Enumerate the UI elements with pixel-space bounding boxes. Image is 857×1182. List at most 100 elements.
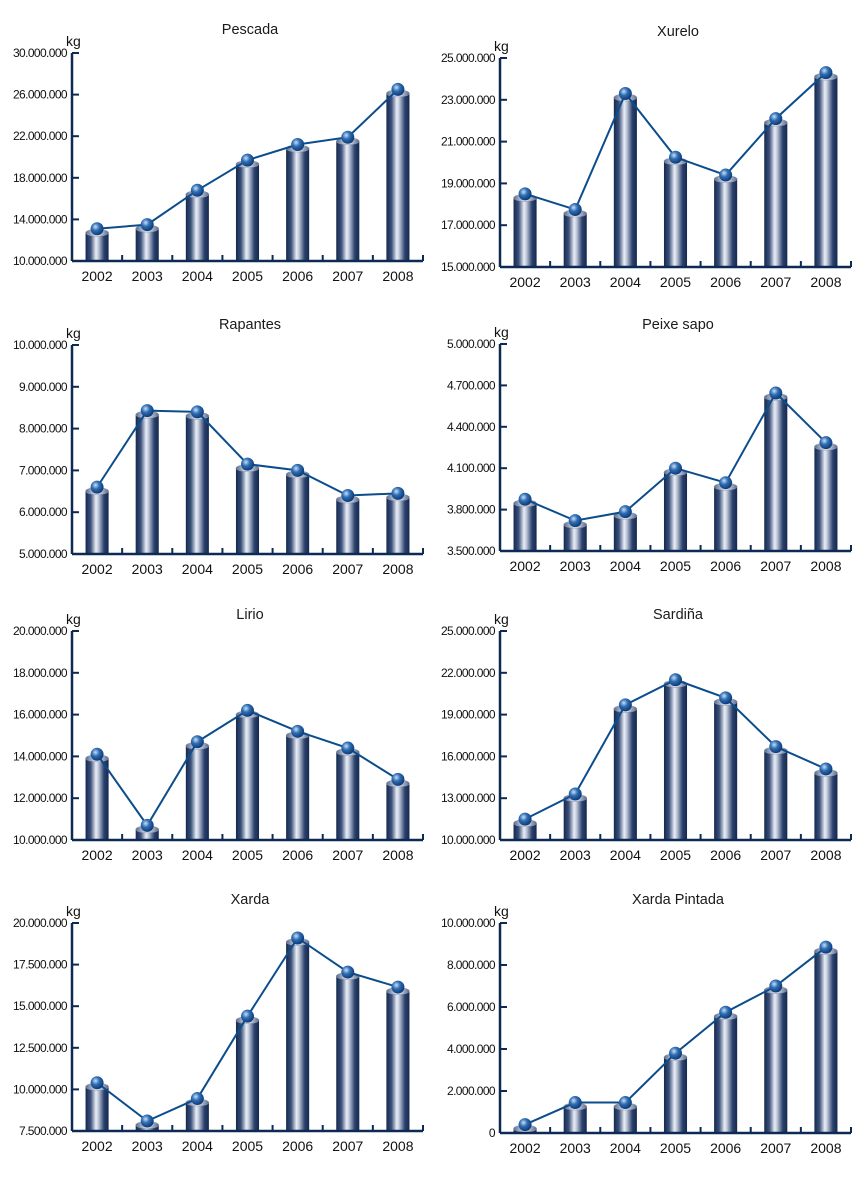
data-point-2003 — [568, 1096, 582, 1110]
x-tick-label: 2006 — [282, 561, 313, 577]
bar-2008 — [386, 89, 410, 262]
data-point-2006 — [719, 691, 733, 705]
y-axis-unit: kg — [494, 611, 509, 627]
y-axis-unit: kg — [66, 33, 81, 49]
y-tick-label: 0 — [489, 1126, 496, 1140]
data-point-2003 — [140, 218, 154, 232]
y-tick-label: 6.000.000 — [447, 1000, 496, 1014]
data-point-2007 — [769, 740, 783, 754]
bar-2002 — [513, 194, 537, 267]
y-tick-label: 12.000.000 — [13, 791, 68, 805]
y-tick-label: 4.400.000 — [447, 420, 496, 434]
data-point-2005 — [241, 457, 254, 471]
x-tick-label: 2008 — [810, 558, 841, 574]
bar-2005 — [663, 1053, 688, 1133]
y-tick-label: 8.000.000 — [447, 958, 496, 972]
chart-svg: Xarda kg 7.500.000 10.000.000 12.500.000 15.0… — [13, 892, 424, 1154]
x-tick-label: 2003 — [560, 274, 591, 290]
x-tick-label: 2004 — [182, 847, 213, 863]
y-tick-label: 30.000.000 — [13, 46, 68, 60]
bar-2008 — [386, 779, 410, 840]
y-tick-label: 16.000.000 — [13, 708, 68, 722]
x-tick-label: 2008 — [810, 847, 841, 863]
x-tick-label: 2006 — [710, 274, 741, 290]
x-tick-label: 2008 — [382, 847, 413, 863]
bar-2006 — [713, 1012, 738, 1133]
x-tick-label: 2006 — [710, 1140, 741, 1156]
y-tick-label: 7.500.000 — [19, 1124, 68, 1138]
x-tick-label: 2002 — [509, 1140, 540, 1156]
y-tick-label: 22.000.000 — [13, 129, 68, 143]
y-tick-label: 17.000.000 — [441, 218, 496, 232]
data-point-2002 — [90, 1076, 104, 1090]
data-point-2006 — [291, 931, 305, 945]
data-point-2004 — [618, 1096, 632, 1110]
data-point-2006 — [291, 463, 305, 477]
chart-svg: Lirio kg 10.000.000 12.000.000 14.000.000 16.… — [13, 607, 424, 863]
chart-panel-xarda: Xarda kg 7.500.000 10.000.000 12.500.000 15.0… — [0, 880, 428, 1170]
x-tick-label: 2007 — [332, 1138, 363, 1154]
x-tick-label: 2003 — [132, 561, 163, 577]
x-tick-label: 2003 — [560, 558, 591, 574]
data-point-2008 — [819, 762, 833, 776]
chart-svg: Rapantes kg 5.000.000 6.000.000 7.000.000 8.0… — [13, 317, 424, 577]
bar-2005 — [663, 680, 688, 840]
bar-2004 — [185, 190, 210, 261]
x-tick-label: 2004 — [610, 558, 641, 574]
bar-2007 — [764, 118, 788, 267]
data-point-2005 — [669, 461, 682, 475]
data-point-2007 — [341, 965, 355, 979]
chart-panel-xurelo: Xurelo kg 15.000.000 17.000.000 19.000.000 21… — [428, 12, 856, 302]
x-tick-label: 2002 — [509, 274, 540, 290]
x-tick-label: 2005 — [660, 274, 691, 290]
y-tick-label: 20.000.000 — [13, 624, 68, 638]
y-tick-label: 9.000.000 — [19, 380, 68, 394]
x-tick-label: 2003 — [132, 847, 163, 863]
x-tick-label: 2006 — [710, 847, 741, 863]
data-point-2003 — [140, 404, 154, 418]
x-tick-label: 2003 — [560, 1140, 591, 1156]
chart-title: Peixe sapo — [642, 317, 714, 333]
data-point-2003 — [568, 787, 582, 801]
y-tick-label: 25.000.000 — [441, 624, 496, 638]
y-tick-label: 5.000.000 — [447, 337, 496, 351]
bar-2008 — [386, 493, 410, 554]
data-point-2002 — [90, 222, 104, 236]
data-point-2003 — [140, 1114, 154, 1128]
data-point-2008 — [391, 486, 405, 500]
x-tick-label: 2007 — [760, 847, 791, 863]
data-point-2008 — [391, 772, 405, 786]
chart-panel-peixe-sapo: Peixe sapo kg 3.500.000 3.800.000 4.100.000 4… — [428, 305, 856, 595]
y-tick-label: 4.700.000 — [447, 378, 496, 392]
bar-2007 — [764, 986, 788, 1133]
x-tick-label: 2003 — [560, 847, 591, 863]
data-point-2005 — [241, 153, 254, 167]
chart-panel-lirio: Lirio kg 10.000.000 12.000.000 14.000.000 16.… — [0, 595, 428, 885]
y-tick-label: 13.000.000 — [441, 791, 496, 805]
data-point-2006 — [719, 1005, 733, 1019]
x-tick-label: 2004 — [610, 847, 641, 863]
data-point-2004 — [190, 405, 204, 419]
data-point-2007 — [341, 741, 355, 755]
data-point-2007 — [341, 130, 355, 144]
bar-2007 — [764, 393, 788, 551]
x-tick-label: 2005 — [232, 1138, 263, 1154]
x-tick-label: 2006 — [282, 847, 313, 863]
chart-title: Pescada — [222, 22, 279, 38]
y-tick-label: 19.000.000 — [441, 708, 496, 722]
data-point-2005 — [241, 1009, 254, 1023]
x-tick-label: 2007 — [332, 561, 363, 577]
chart-title: Lirio — [236, 607, 263, 623]
bar-2007 — [764, 746, 788, 840]
data-point-2008 — [819, 436, 833, 450]
y-tick-label: 10.000.000 — [13, 338, 68, 352]
chart-panel-rapantes: Rapantes kg 5.000.000 6.000.000 7.000.000 8.0… — [0, 305, 428, 595]
x-tick-label: 2007 — [760, 558, 791, 574]
bar-2005 — [235, 1016, 260, 1131]
bar-2006 — [713, 698, 738, 840]
bar-2003 — [563, 794, 587, 840]
y-tick-label: 10.000.000 — [441, 833, 496, 847]
bar-2002 — [85, 754, 109, 840]
bar-2006 — [285, 470, 310, 554]
bar-2008 — [814, 442, 838, 551]
